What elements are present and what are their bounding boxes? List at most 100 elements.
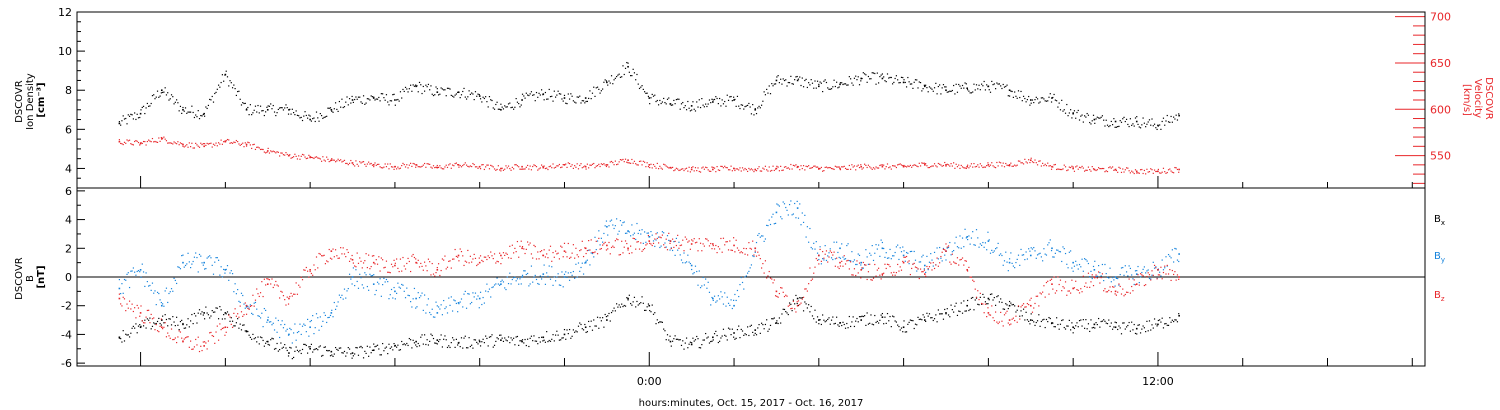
bx-point	[422, 343, 424, 345]
by-point	[506, 276, 508, 278]
bx-point	[660, 321, 662, 323]
density-point	[487, 106, 489, 108]
bx-point	[799, 297, 801, 299]
bx-point	[336, 348, 338, 351]
bz-point	[989, 314, 992, 316]
velocity-point	[220, 139, 222, 141]
velocity-point	[851, 164, 853, 166]
by-point	[954, 242, 956, 244]
bx-point	[281, 347, 283, 349]
density-point	[407, 91, 409, 93]
by-point	[669, 249, 671, 251]
bz-point	[504, 254, 506, 257]
bx-point	[449, 346, 451, 349]
by-point	[1049, 239, 1051, 241]
by-point	[554, 280, 557, 282]
bz-point	[768, 270, 770, 273]
density-point	[582, 100, 585, 102]
bx-point	[1021, 315, 1023, 317]
by-point	[567, 272, 569, 274]
density-point	[145, 107, 147, 109]
bz-point	[610, 246, 613, 249]
bx-point	[1039, 325, 1041, 327]
density-point	[687, 100, 689, 103]
density-point	[1150, 124, 1152, 126]
bx-point	[1141, 328, 1143, 330]
velocity-point	[895, 166, 897, 169]
by-point	[1175, 248, 1177, 250]
bx-point	[150, 328, 152, 330]
bx-point	[645, 309, 647, 312]
bz-point	[688, 240, 690, 242]
density-point	[954, 93, 956, 95]
density-point	[397, 98, 399, 101]
bz-point	[588, 240, 590, 242]
by-point	[726, 296, 728, 298]
bz-point	[1080, 288, 1082, 290]
by-point	[641, 229, 643, 231]
by-point	[1095, 275, 1097, 278]
velocity-point	[457, 164, 459, 166]
bz-point	[197, 336, 199, 338]
bx-point	[998, 301, 1001, 303]
bx-point	[1119, 327, 1121, 329]
bz-point	[1094, 277, 1096, 279]
bx-point	[574, 331, 576, 333]
bz-point	[1038, 305, 1040, 307]
bx-point	[829, 323, 831, 325]
velocity-point	[530, 169, 533, 171]
by-point	[703, 284, 705, 286]
velocity-point	[523, 168, 525, 170]
velocity-point	[941, 165, 943, 167]
density-point	[495, 103, 497, 106]
bz-point	[151, 318, 154, 320]
density-point	[604, 79, 606, 81]
density-point	[694, 110, 697, 112]
bx-point	[502, 340, 505, 343]
bx-point	[244, 330, 246, 332]
by-point	[874, 252, 876, 254]
by-point	[467, 293, 469, 295]
by-point	[547, 275, 549, 277]
bx-point	[928, 313, 931, 315]
by-point	[1120, 267, 1123, 269]
density-point	[144, 112, 146, 115]
bz-point	[388, 271, 390, 273]
bx-point	[203, 312, 205, 314]
bz-point	[1099, 282, 1101, 284]
bz-point	[289, 295, 291, 298]
bx-point	[711, 340, 713, 342]
velocity-point	[557, 165, 559, 167]
velocity-point	[164, 138, 166, 140]
density-point	[1141, 124, 1143, 126]
density-point	[759, 107, 761, 109]
by-point	[1104, 263, 1106, 266]
bz-point	[796, 301, 798, 303]
bx-point	[582, 329, 585, 331]
by-point	[694, 265, 697, 267]
by-point	[1089, 276, 1091, 278]
bx-point	[131, 327, 133, 329]
bx-point	[818, 319, 820, 321]
density-point	[343, 106, 346, 108]
velocity-point	[1165, 172, 1167, 174]
by-point	[996, 247, 998, 249]
velocity-point	[998, 161, 1001, 163]
by-point	[1007, 270, 1009, 272]
density-point	[989, 91, 992, 93]
by-point	[562, 286, 564, 288]
density-point	[177, 102, 179, 104]
bz-point	[833, 251, 835, 253]
bz-point	[1002, 325, 1004, 327]
by-point	[313, 333, 315, 335]
bx-point	[384, 347, 386, 349]
bz-point	[983, 312, 985, 314]
density-point	[1178, 113, 1180, 115]
bz-point	[908, 260, 910, 262]
by-point	[717, 295, 719, 297]
bz-point	[567, 242, 569, 245]
bx-point	[462, 347, 464, 349]
density-point	[1156, 128, 1158, 131]
bx-point	[610, 311, 613, 314]
density-point	[352, 101, 354, 104]
